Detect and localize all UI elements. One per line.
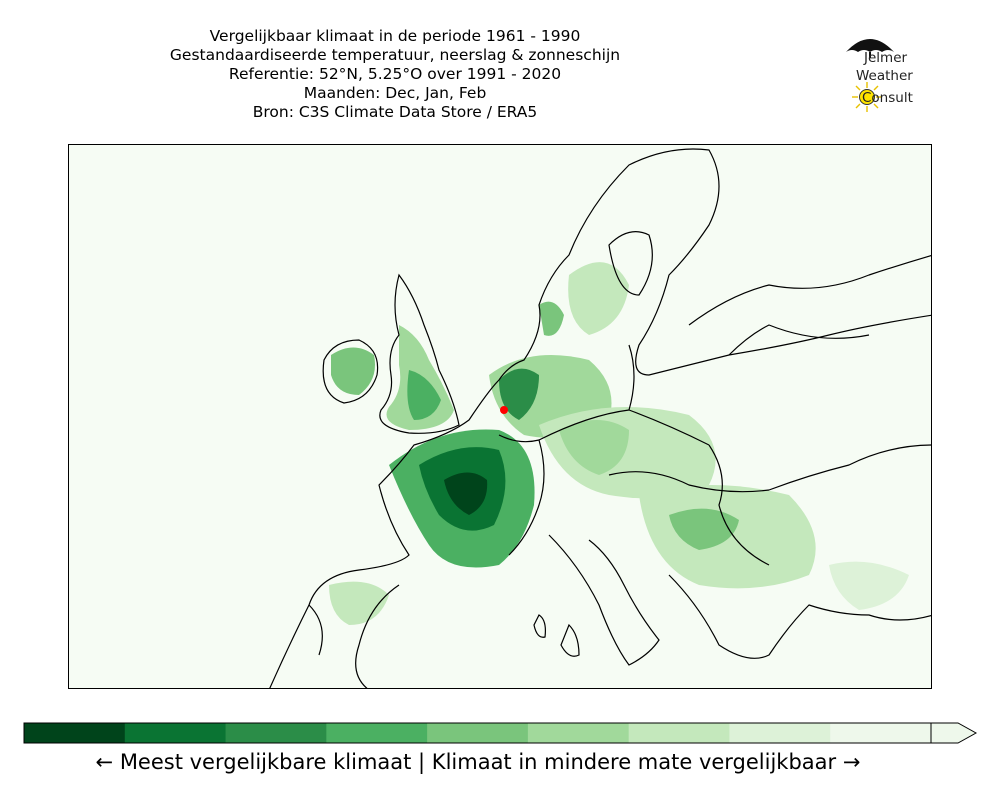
sun-icon [852, 82, 882, 112]
title-line-3: Referentie: 52°N, 5.25°O over 1991 - 202… [228, 65, 562, 83]
title-line-1: Vergelijkbaar klimaat in de periode 1961… [209, 27, 581, 45]
umbrella-icon [846, 39, 894, 58]
colorbar-caption: ← Meest vergelijkbare klimaat | Klimaat … [95, 750, 861, 774]
colorbar-segment [427, 723, 529, 743]
logo: Jelmer Weather Consult [838, 28, 938, 118]
logo-word-2: Weather [856, 68, 913, 84]
colorbar-segment [124, 723, 227, 743]
colorbar-segment [628, 723, 730, 743]
colorbar-segment [225, 723, 327, 743]
colorbar-segment [830, 723, 932, 743]
reference-location-marker [500, 406, 508, 414]
colorbar-segment [527, 723, 630, 743]
europe-map [69, 145, 931, 688]
logo-word-3: Consult [862, 90, 913, 106]
colorbar-segment [24, 723, 126, 743]
map-frame [68, 144, 932, 689]
title-line-4: Maanden: Dec, Jan, Feb [303, 84, 487, 102]
colorbar-outline [23, 722, 932, 744]
colorbar-segment [729, 723, 831, 743]
title-line-5: Bron: C3S Climate Data Store / ERA5 [252, 103, 538, 121]
coastlines [269, 148, 931, 688]
title-block: Vergelijkbaar klimaat in de periode 1961… [145, 27, 645, 122]
title-line-2: Gestandaardiseerde temperatuur, neerslag… [169, 46, 621, 64]
logo-word-1: Jelmer [864, 50, 908, 66]
colorbar [23, 722, 978, 744]
colorbar-extend-arrow [930, 722, 978, 744]
colorbar-segment [326, 723, 428, 743]
similarity-shading [329, 262, 909, 625]
